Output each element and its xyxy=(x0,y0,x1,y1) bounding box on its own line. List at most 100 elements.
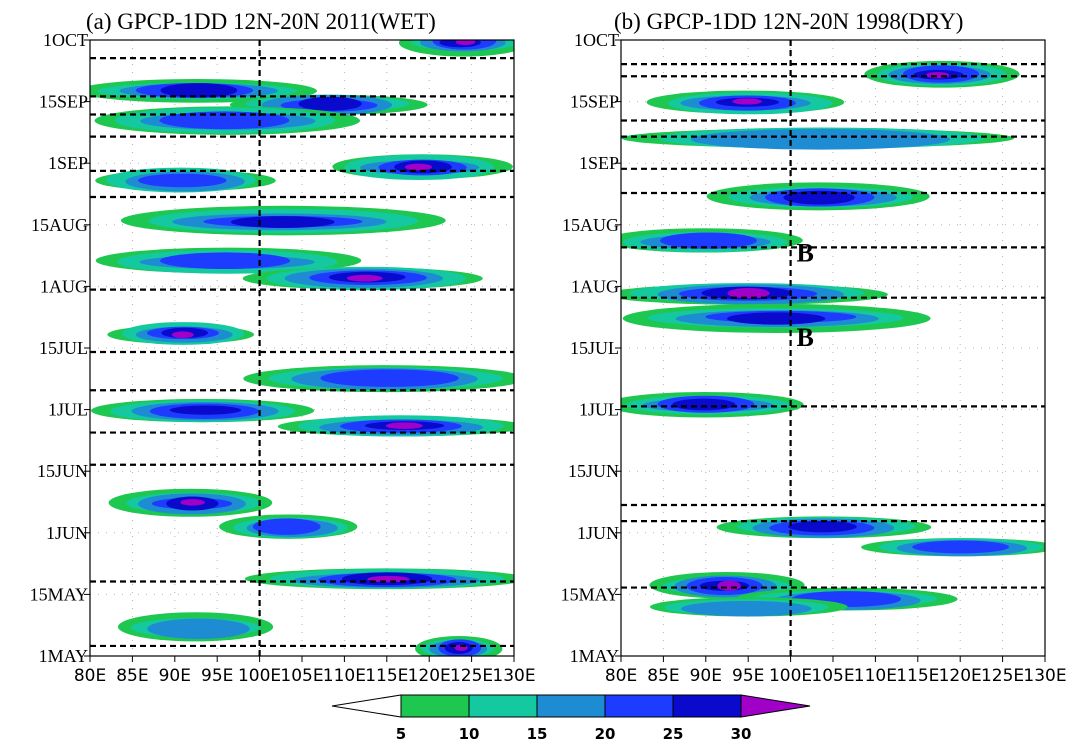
y-tick-label: 1OCT xyxy=(574,30,619,50)
rain-band-level xyxy=(159,252,291,270)
colorbar-bin xyxy=(536,694,606,718)
x-tick-label: 80E xyxy=(74,666,106,686)
y-tick-label: 15JUN xyxy=(37,461,88,481)
rain-band xyxy=(621,228,803,253)
rain-band-level xyxy=(672,398,736,411)
y-tick-label: 1MAY xyxy=(39,646,88,666)
colorbar-bin xyxy=(468,694,538,718)
rain-band-level xyxy=(147,618,250,639)
y-tick-label: 15JUL xyxy=(39,338,88,358)
rain-band-level xyxy=(727,288,770,299)
rain-band xyxy=(244,568,514,590)
colorbar-label: 20 xyxy=(595,725,616,743)
x-tick-label: 120E xyxy=(939,666,982,686)
annotation-label: B xyxy=(797,323,814,352)
rain-band xyxy=(716,516,932,539)
rain-band-level xyxy=(404,163,433,171)
rain-band xyxy=(621,392,804,418)
y-tick-label: 15AUG xyxy=(562,215,619,235)
x-tick-label: 90E xyxy=(690,666,722,686)
colorbar-high-arrow xyxy=(740,694,811,718)
rain-band-level xyxy=(385,422,423,429)
y-tick-label: 15JUL xyxy=(570,338,619,358)
rain-band-level xyxy=(690,129,950,150)
y-tick-label: 1AUG xyxy=(571,276,619,296)
colorbar-low-arrow xyxy=(331,694,402,718)
rain-band xyxy=(861,538,1045,557)
panel-a: (a) GPCP-1DD 12N-20N 2011(WET) 80E 85E 90E… xyxy=(30,9,536,686)
y-tick-label: 1OCT xyxy=(43,30,88,50)
rain-band xyxy=(95,247,362,274)
rain-band-level xyxy=(320,369,459,387)
colorbar-label: 25 xyxy=(663,725,684,743)
rain-band-level xyxy=(732,98,762,105)
rain-band xyxy=(277,415,514,437)
rain-band-level xyxy=(455,40,476,46)
rain-band xyxy=(94,106,361,135)
colorbar-label: 5 xyxy=(396,725,406,743)
rain-band-level xyxy=(346,274,383,282)
y-tick-label: 1JUN xyxy=(577,523,619,543)
x-tick-label: 95E xyxy=(201,666,233,686)
y-tick-label: 1SEP xyxy=(579,153,619,173)
rain-band xyxy=(242,266,483,291)
x-tick-label: 125E xyxy=(450,666,493,686)
colorbar-label: 30 xyxy=(731,725,752,743)
x-tick-label: 100E xyxy=(769,666,812,686)
rain-band xyxy=(650,597,848,617)
rain-band-level xyxy=(788,521,857,533)
rain-band-level xyxy=(726,312,826,325)
rain-band xyxy=(107,322,255,345)
x-tick-label: 85E xyxy=(647,666,679,686)
rain-band-level xyxy=(169,405,242,415)
rain-band xyxy=(706,182,930,211)
rain-band xyxy=(332,154,513,181)
colorbar-bin xyxy=(400,694,470,718)
panel-a-axes: 80E 85E 90E 95E 100E 105E 110E 115E 120E 125E 130E… xyxy=(30,30,536,686)
annotation-label: B xyxy=(797,238,814,267)
rain-band xyxy=(398,40,514,57)
x-tick-label: 110E xyxy=(854,666,897,686)
rain-band-level xyxy=(180,499,205,506)
colorbar-label: 10 xyxy=(459,725,480,743)
rain-band-level xyxy=(298,96,362,111)
y-tick-label: 15MAY xyxy=(30,584,88,604)
rain-band-level xyxy=(912,540,1010,554)
rain-band xyxy=(243,365,514,393)
y-tick-label: 15SEP xyxy=(39,92,88,112)
x-tick-label: 130E xyxy=(492,666,535,686)
x-tick-label: 110E xyxy=(323,666,366,686)
y-tick-label: 1MAY xyxy=(570,646,619,666)
rain-band-level xyxy=(717,580,741,591)
y-tick-label: 15SEP xyxy=(570,92,619,112)
rain-band xyxy=(120,205,446,236)
panel-b-rain-field: BB xyxy=(621,40,1045,656)
x-tick-label: 100E xyxy=(238,666,281,686)
rain-band-level xyxy=(171,331,194,339)
rain-band xyxy=(864,60,1020,88)
rain-band xyxy=(621,127,1015,150)
x-tick-label: 125E xyxy=(981,666,1024,686)
rain-band xyxy=(622,303,931,333)
panel-b-axes: 80E 85E 90E 95E 100E 105E 110E 115E 120E 125E 130E… xyxy=(561,30,1067,686)
x-tick-label: 130E xyxy=(1023,666,1066,686)
y-tick-label: 1SEP xyxy=(48,153,88,173)
rain-band-level xyxy=(681,600,812,617)
x-tick-label: 85E xyxy=(116,666,148,686)
colorbar-bin xyxy=(672,694,742,718)
rain-band xyxy=(95,167,276,193)
rain-band xyxy=(90,398,315,423)
y-tick-label: 15AUG xyxy=(31,215,88,235)
panel-a-title: (a) GPCP-1DD 12N-20N 2011(WET) xyxy=(86,9,436,34)
rain-band xyxy=(646,90,845,115)
rain-band-level xyxy=(160,83,238,98)
x-tick-label: 80E xyxy=(605,666,637,686)
panel-b-title: (b) GPCP-1DD 12N-20N 1998(DRY) xyxy=(614,9,963,34)
rain-band-level xyxy=(138,173,227,188)
colorbar: 5 10 15 20 25 30 xyxy=(331,694,811,743)
x-tick-label: 95E xyxy=(732,666,764,686)
rain-band-level xyxy=(660,232,757,249)
y-tick-label: 15JUN xyxy=(568,461,619,481)
rain-band-level xyxy=(252,518,321,535)
